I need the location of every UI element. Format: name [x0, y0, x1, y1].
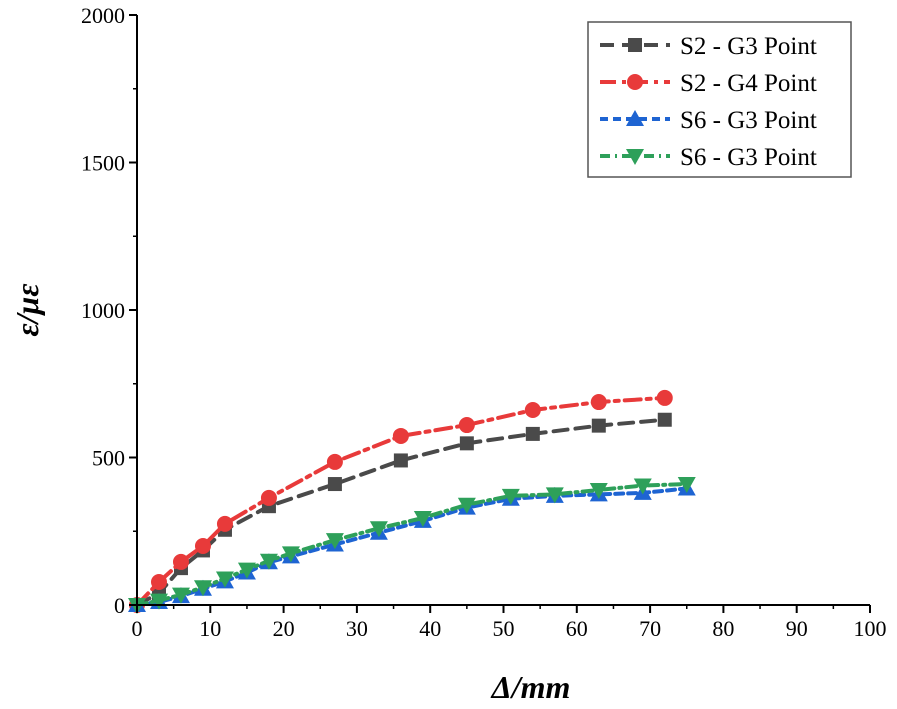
marker-triangle-down: [457, 497, 476, 514]
marker-circle: [656, 389, 673, 406]
x-tick-label: 70: [639, 616, 661, 641]
plot-area: [128, 389, 696, 614]
x-tick-label: 90: [786, 616, 808, 641]
y-tick-label: 0: [114, 593, 125, 618]
marker-triangle-down: [259, 553, 278, 570]
x-axis-label: Δ/mm: [490, 669, 571, 704]
marker-circle: [216, 515, 233, 532]
marker-triangle-down: [633, 478, 652, 495]
marker-square: [393, 453, 408, 468]
marker-triangle-down: [589, 482, 608, 499]
series-3: [128, 479, 696, 612]
y-tick-label: 2000: [81, 3, 125, 28]
legend-entry: S6 - G3 Point: [680, 144, 817, 171]
y-tick-label: 1500: [81, 151, 125, 176]
marker-circle: [458, 417, 475, 434]
marker-square: [657, 412, 672, 427]
marker-circle: [150, 573, 167, 590]
x-tick-label: 20: [273, 616, 295, 641]
marker-triangle-down: [193, 580, 212, 597]
x-tick-label: 0: [132, 616, 143, 641]
series-line: [135, 417, 667, 607]
x-tick-label: 10: [199, 616, 221, 641]
marker-circle: [392, 427, 409, 444]
legend-entry: S2 - G4 Point: [680, 70, 817, 97]
marker-triangle-up: [626, 110, 644, 126]
series-4: [128, 477, 696, 614]
legend-entry: S6 - G3 Point: [680, 107, 817, 134]
x-tick-label: 30: [346, 616, 368, 641]
marker-triangle-down: [369, 521, 388, 538]
y-tick-label: 500: [92, 446, 125, 471]
x-tick-label: 50: [493, 616, 515, 641]
y-tick-label: 1000: [81, 298, 125, 323]
x-tick-label: 40: [419, 616, 441, 641]
marker-circle: [590, 394, 607, 411]
marker-square: [628, 38, 642, 52]
marker-triangle-down: [149, 593, 168, 610]
marker-triangle-down: [171, 587, 190, 604]
marker-circle: [260, 489, 277, 506]
x-tick-label: 100: [854, 616, 887, 641]
legend: S2 - G3 Point S2 - G4 Point S6 - G3 Point S…: [587, 21, 852, 178]
marker-triangle-down: [501, 488, 520, 505]
marker-circle: [627, 74, 643, 90]
marker-triangle-down: [215, 571, 234, 588]
marker-triangle-down: [325, 533, 344, 550]
marker-square: [591, 418, 606, 433]
legend-entry: S2 - G3 Point: [680, 33, 817, 60]
marker-triangle-down: [281, 546, 300, 563]
marker-circle: [326, 453, 343, 470]
x-tick-label: 80: [712, 616, 734, 641]
marker-square: [327, 477, 342, 492]
marker-triangle-down: [626, 149, 644, 165]
series-2: [129, 389, 673, 613]
marker-triangle-down: [413, 510, 432, 527]
marker-square: [459, 436, 474, 451]
marker-circle: [524, 402, 541, 419]
marker-circle: [194, 538, 211, 554]
y-axis-label: ε/με: [9, 284, 45, 337]
marker-triangle-down: [237, 562, 256, 579]
marker-circle: [172, 553, 189, 570]
x-tick-label: 60: [566, 616, 588, 641]
marker-triangle-down: [677, 477, 696, 494]
marker-square: [525, 426, 540, 441]
marker-triangle-down: [545, 487, 564, 504]
